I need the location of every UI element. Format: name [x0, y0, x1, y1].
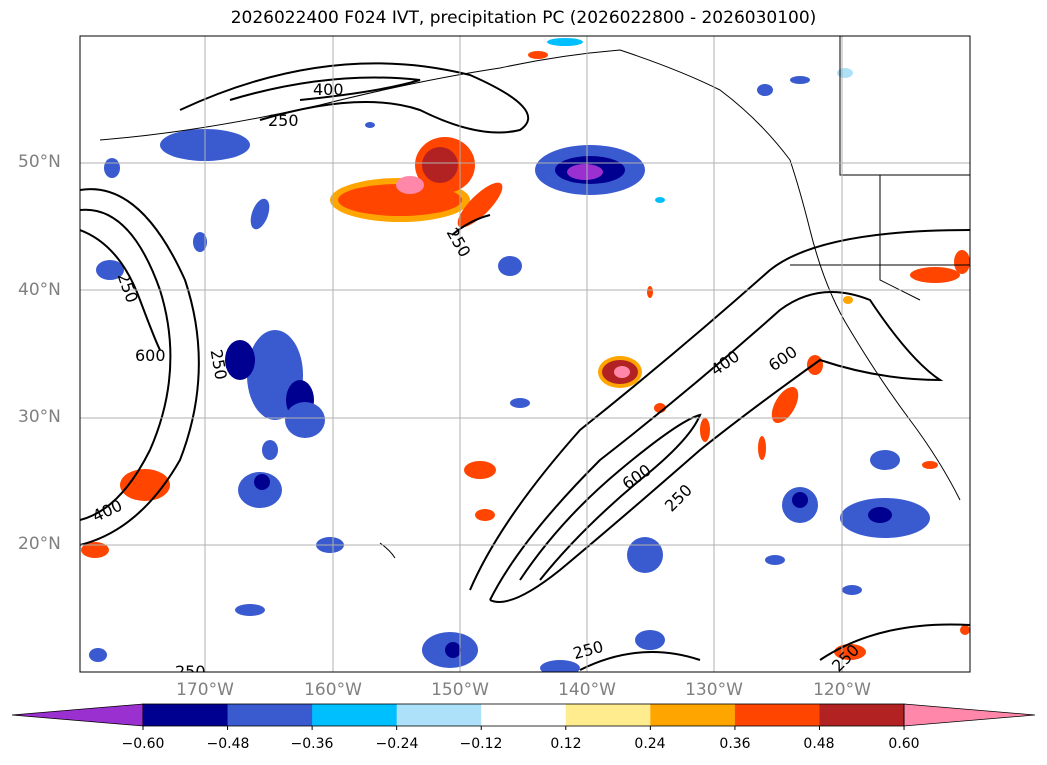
map-title: 2026022400 F024 IVT, precipitation PC (2… — [230, 8, 817, 28]
colorbar-extend-max — [903, 703, 1036, 727]
colorbar-segment — [396, 704, 482, 726]
colorbar-tick-label: −0.36 — [290, 736, 334, 752]
colorbar-segment — [565, 704, 651, 726]
colorbar-tick-label: −0.48 — [206, 736, 250, 752]
contour-label: 600 — [765, 342, 801, 375]
contour-label: 250 — [114, 270, 142, 305]
contour-label: 250 — [661, 480, 696, 515]
lon-label: 150°W — [431, 680, 489, 700]
lon-label: 160°W — [304, 680, 362, 700]
contour-label: 250 — [443, 225, 475, 261]
contour-label: 400 — [313, 80, 344, 99]
colorbar-tick-label: −0.12 — [459, 736, 503, 752]
colorbar-segment — [819, 704, 905, 726]
lat-label: 30°N — [18, 407, 61, 427]
colorbar-segment — [312, 704, 398, 726]
contour-label: 250 — [571, 637, 605, 663]
coastlines — [99, 36, 970, 559]
ivt-contour-labels: 250 400 600 250 400 250 250 400 600 600 … — [89, 80, 863, 681]
colorbar-tick-label: 0.12 — [550, 736, 582, 752]
colorbar-tick-label: 0.36 — [719, 736, 751, 752]
lon-label: 170°W — [176, 680, 234, 700]
map-panel: 250 400 600 250 400 250 250 400 600 600 … — [79, 35, 971, 681]
colorbar-extend-min — [11, 703, 144, 727]
colorbar-segment — [481, 704, 567, 726]
contour-label: 250 — [268, 111, 299, 130]
colorbar-segment — [650, 704, 736, 726]
lon-label: 120°W — [813, 680, 871, 700]
colorbar-frame — [142, 703, 905, 727]
lat-label: 50°N — [18, 152, 61, 172]
contour-label: 600 — [135, 346, 166, 365]
contour-label: 250 — [207, 348, 231, 381]
colorbar-tick-label: −0.24 — [375, 736, 419, 752]
contour-label: 400 — [89, 496, 125, 526]
contour-label: 400 — [707, 346, 743, 379]
ivt-contours — [80, 62, 970, 671]
colorbar-segment — [734, 704, 820, 726]
colorbar — [11, 703, 1036, 730]
lat-label: 20°N — [18, 534, 61, 554]
lon-label: 130°W — [685, 680, 743, 700]
colorbar-tick-label: 0.60 — [888, 736, 920, 752]
contour-label: 250 — [175, 662, 206, 681]
graticule — [80, 36, 970, 672]
map-frame — [79, 35, 971, 673]
colorbar-tick-label: 0.48 — [803, 736, 835, 752]
precip-anomaly-fields — [81, 38, 970, 672]
colorbar-tick-label: 0.24 — [634, 736, 666, 752]
colorbar-tick-label: −0.60 — [121, 736, 165, 752]
colorbar-segment — [143, 704, 229, 726]
lon-label: 140°W — [558, 680, 616, 700]
colorbar-segment — [227, 704, 313, 726]
lat-label: 40°N — [18, 280, 61, 300]
contour-label: 600 — [619, 460, 655, 493]
